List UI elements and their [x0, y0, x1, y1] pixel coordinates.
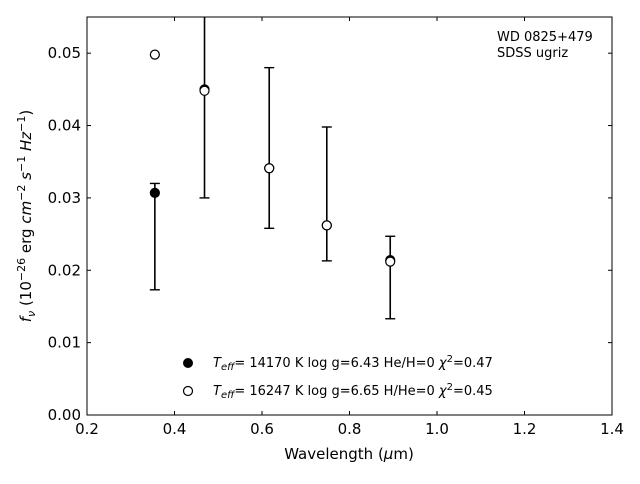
- x-tick-label-2: 0.6: [250, 420, 274, 438]
- y-tick-label-1: 0.01: [48, 334, 81, 352]
- errorbar-2: [264, 66, 275, 230]
- errorbar-4: [385, 235, 396, 320]
- errorbar-1: [199, 17, 210, 199]
- legend: Teff= 14170 K log g=6.43 He/H=0 χ2=0.47 …: [182, 354, 493, 401]
- open-point-0: [149, 49, 160, 60]
- x-tick-label-4: 1.0: [425, 420, 449, 438]
- y-tick-label-4: 0.04: [48, 117, 81, 135]
- x-tick-label-1: 0.4: [163, 420, 187, 438]
- open-point-4: [385, 256, 396, 267]
- series-1: [149, 84, 396, 266]
- errorbar-3: [321, 126, 332, 262]
- legend-marker-open: [182, 385, 194, 397]
- x-tick-label-0: 0.2: [75, 420, 99, 438]
- open-point-1: [199, 85, 210, 96]
- legend-marker-filled: [183, 358, 193, 368]
- annotation-object: WD 0825+479: [497, 30, 593, 45]
- x-tick-label-5: 1.2: [513, 420, 537, 438]
- legend-label-series-1: Teff= 14170 K log g=6.43 He/H=0 χ2=0.47: [213, 354, 493, 373]
- y-tick-label-3: 0.03: [48, 189, 81, 207]
- y-axis-label: fν (10−26 erg cm−2 s−1 Hz−1): [15, 110, 38, 323]
- error-bars: [149, 17, 396, 320]
- data-points: [149, 49, 396, 267]
- filled-point-0: [149, 187, 160, 198]
- x-tick-label-6: 1.4: [600, 420, 624, 438]
- x-tick-label-3: 0.8: [338, 420, 362, 438]
- series-2: [149, 49, 396, 267]
- y-tick-label-0: 0.00: [48, 406, 81, 424]
- axis-ticks: 0.2 0.4 0.6 0.8 1.0 1.2 1.4 0.00 0.01 0.02 0.03 0.0…: [48, 17, 624, 438]
- y-tick-label-2: 0.02: [48, 261, 81, 279]
- open-point-2: [264, 163, 275, 174]
- x-axis-label: Wavelength (μm): [284, 445, 414, 463]
- open-point-3: [321, 220, 332, 231]
- legend-label-series-2: Teff= 16247 K log g=6.65 H/He=0 χ2=0.45: [213, 382, 493, 401]
- y-tick-label-5: 0.05: [48, 44, 81, 62]
- errorbar-0: [149, 182, 160, 291]
- annotation-survey: SDSS ugriz: [497, 46, 568, 61]
